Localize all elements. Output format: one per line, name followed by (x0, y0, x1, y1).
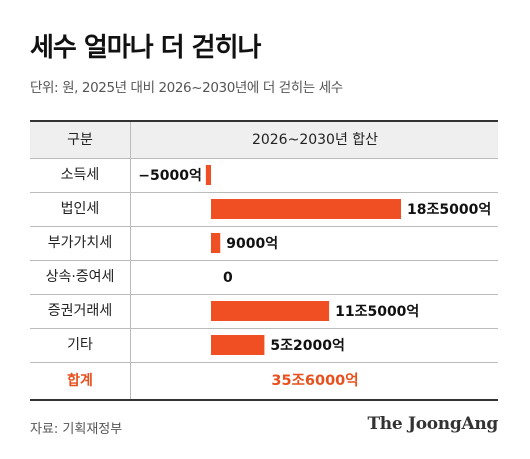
publisher-logo: The JoongAng (367, 414, 498, 434)
row-divider (30, 260, 498, 261)
total-row: 합계 35조6000억 (30, 362, 498, 401)
header-value: 2026~2030년 합산 (130, 122, 499, 158)
table-top-rule (30, 120, 498, 122)
row-divider (30, 226, 498, 227)
data-label: 9000억 (226, 236, 278, 252)
bar (211, 335, 265, 355)
row-label: 소득세 (60, 167, 100, 183)
row-label: 상속·증여세 (45, 269, 115, 285)
bar (211, 301, 330, 321)
total-value: 35조6000억 (130, 363, 499, 399)
table-header: 구분 2026~2030년 합산 (30, 122, 498, 159)
data-label: 11조5000억 (335, 304, 419, 320)
source-note: 자료: 기획재정부 (30, 422, 123, 437)
row-divider (30, 192, 498, 193)
data-label: −5000억 (138, 168, 202, 184)
row-divider (30, 328, 498, 329)
data-label: 0 (223, 270, 233, 286)
row-label: 증권거래세 (47, 303, 113, 319)
chart-title: 세수 얼마나 더 걷히나 (30, 33, 261, 63)
row-label: 기타 (67, 337, 93, 353)
row-label: 부가가치세 (47, 235, 113, 251)
bar (211, 199, 401, 219)
bar (211, 233, 221, 253)
chart-subtitle: 단위: 원, 2025년 대비 2026~2030년에 더 걷히는 세수 (30, 80, 343, 96)
data-label: 18조5000억 (407, 202, 491, 218)
row-label: 법인세 (60, 201, 100, 217)
header-category: 구분 (67, 132, 93, 148)
bar (205, 165, 211, 185)
data-label: 5조2000억 (270, 338, 344, 354)
total-label: 합계 (67, 373, 93, 389)
row-divider (30, 294, 498, 295)
